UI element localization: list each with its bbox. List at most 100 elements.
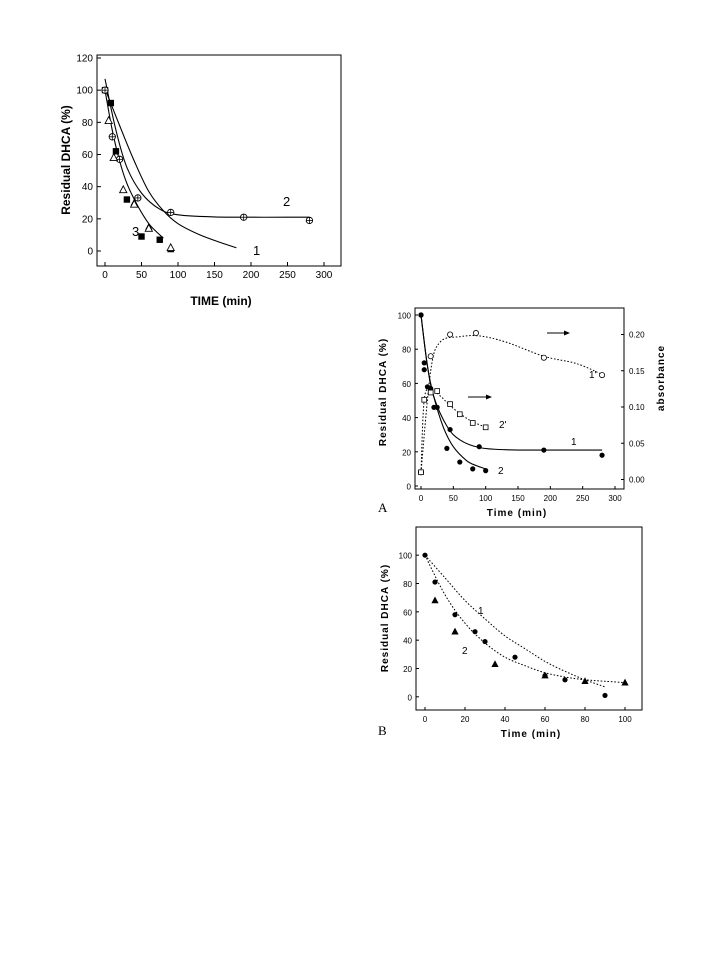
x-tick-label: 250 bbox=[576, 494, 590, 503]
x-tick-label: 50 bbox=[136, 270, 148, 281]
chart-b-x-axis-label: Time (min) bbox=[501, 729, 561, 740]
x-tick-label: 150 bbox=[206, 270, 223, 281]
y-tick-label: 80 bbox=[402, 346, 411, 355]
y-tick-label: 60 bbox=[82, 150, 94, 161]
data-point-series-3 bbox=[118, 184, 128, 194]
x-tick-label: 300 bbox=[316, 270, 333, 281]
x-tick-label: 0 bbox=[102, 270, 108, 281]
chart-1-x-axis-label: TIME (min) bbox=[190, 294, 251, 308]
data-point-series-3 bbox=[129, 199, 139, 208]
data-point-series-2' bbox=[434, 388, 440, 394]
data-point-series-1 bbox=[112, 148, 120, 155]
chart-a-y-axis-label: Residual DHCA (%) bbox=[378, 338, 389, 446]
data-point-series-1 bbox=[421, 367, 427, 373]
chart-1-y-ticks: 0 20 40 60 80 100 120 bbox=[76, 54, 101, 258]
x-tick-label: 100 bbox=[618, 715, 632, 724]
y-tick-label: 100 bbox=[76, 86, 93, 97]
y-tick-label: 120 bbox=[76, 54, 93, 65]
data-point-series-2 bbox=[581, 677, 589, 685]
chart-a-curve-label-2: 2 bbox=[498, 466, 504, 477]
fit-curve-1' bbox=[420, 335, 603, 473]
fit-curve-2 bbox=[424, 554, 626, 684]
x-tick-label: 0 bbox=[423, 715, 428, 724]
y-tick-label: 20 bbox=[402, 448, 411, 457]
chart-1-fit-curves bbox=[104, 78, 310, 249]
data-point-series-1 bbox=[482, 638, 488, 645]
chart-a-fit-curves bbox=[420, 314, 603, 473]
chart-1-curve-label-1: 1 bbox=[253, 243, 260, 258]
fit-curve-1 bbox=[104, 88, 237, 249]
y-tick-label: 80 bbox=[403, 580, 412, 589]
chart-1-y-axis-label: Residual DHCA (%) bbox=[59, 105, 73, 215]
data-point-series-2' bbox=[469, 420, 476, 426]
data-point-series-3 bbox=[104, 115, 113, 124]
y2-tick-label: 0.20 bbox=[629, 331, 645, 340]
chart-1-curve-label-3: 3 bbox=[132, 224, 139, 239]
chart-b-markers bbox=[422, 552, 629, 699]
chart-a-curve-label-2prime: 2' bbox=[499, 420, 507, 431]
chart-a-arrow-1prime bbox=[547, 330, 570, 336]
data-point-series-2 bbox=[421, 360, 427, 366]
data-point-series-1 bbox=[562, 677, 568, 683]
y-tick-label: 20 bbox=[403, 665, 412, 674]
x-tick-label: 40 bbox=[501, 715, 510, 724]
y-tick-label: 0 bbox=[408, 693, 413, 702]
chart-1-markers bbox=[101, 86, 314, 253]
chart-1-x-ticks: 0 50 100 150 200 250 300 bbox=[102, 262, 333, 281]
data-point-series-2 bbox=[240, 213, 248, 221]
data-point-series-3 bbox=[109, 152, 119, 161]
data-point-series-2 bbox=[457, 459, 463, 465]
x-tick-label: 50 bbox=[449, 494, 458, 503]
chart-a-curve-label-1prime: 1' bbox=[589, 370, 597, 381]
y-tick-label: 0 bbox=[407, 483, 412, 492]
data-point-series-2 bbox=[431, 596, 439, 604]
x-tick-label: 0 bbox=[419, 494, 424, 503]
x-tick-label: 100 bbox=[479, 494, 493, 503]
y2-tick-label: 0.10 bbox=[629, 403, 645, 412]
x-tick-label: 80 bbox=[581, 715, 590, 724]
x-tick-label: 200 bbox=[544, 494, 558, 503]
data-point-series-1' bbox=[599, 372, 606, 379]
data-point-series-2 bbox=[470, 466, 476, 472]
data-point-series-1 bbox=[156, 236, 163, 243]
fit-curve-1 bbox=[424, 554, 606, 688]
x-tick-label: 20 bbox=[461, 715, 470, 724]
chart-b-curve-label-2: 2 bbox=[462, 646, 468, 657]
data-point-series-1 bbox=[599, 452, 605, 458]
data-point-series-2' bbox=[427, 389, 434, 396]
chart-a-y-ticks: 0 20 40 60 80 100 bbox=[398, 312, 418, 492]
data-point-series-1 bbox=[452, 612, 458, 618]
chart-a-y2-axis-label: absorbance bbox=[656, 345, 667, 411]
chart-a-plot-frame bbox=[414, 307, 625, 490]
chart-1-curve-label-2: 2 bbox=[283, 194, 290, 209]
chart-a-markers bbox=[417, 312, 606, 476]
x-tick-label: 150 bbox=[511, 494, 525, 503]
chart-b-plot-frame bbox=[415, 526, 643, 711]
x-tick-label: 60 bbox=[541, 715, 550, 724]
y-tick-label: 20 bbox=[82, 214, 94, 225]
y-tick-label: 0 bbox=[87, 247, 93, 258]
data-point-series-2 bbox=[541, 671, 549, 679]
x-tick-label: 200 bbox=[243, 270, 260, 281]
data-point-series-2 bbox=[491, 660, 499, 668]
data-point-series-2' bbox=[421, 396, 428, 403]
data-point-series-2 bbox=[621, 678, 629, 686]
data-point-series-1 bbox=[422, 552, 428, 558]
chart-1: 0 20 40 60 80 100 120 0 50 100 150 200 250 300 Resid… bbox=[59, 54, 342, 308]
data-point-series-2 bbox=[305, 216, 314, 225]
y-tick-label: 40 bbox=[402, 414, 411, 423]
data-point-series-1 bbox=[123, 196, 131, 203]
data-point-series-1 bbox=[447, 426, 453, 433]
fit-curve-2 bbox=[420, 314, 486, 470]
chart-1-plot-frame bbox=[96, 54, 342, 267]
y-tick-label: 40 bbox=[403, 637, 412, 646]
data-point-series-2 bbox=[434, 404, 440, 410]
data-point-series-2 bbox=[134, 194, 142, 202]
chart-a-x-ticks: 0 50 100 150 200 250 300 bbox=[419, 486, 622, 503]
x-tick-label: 100 bbox=[170, 270, 187, 281]
y-tick-label: 100 bbox=[399, 552, 413, 561]
chart-b-y-ticks: 0 20 40 60 80 100 bbox=[399, 552, 419, 702]
chart-b-fit-curves bbox=[424, 554, 626, 688]
data-point-series-1 bbox=[476, 444, 482, 450]
